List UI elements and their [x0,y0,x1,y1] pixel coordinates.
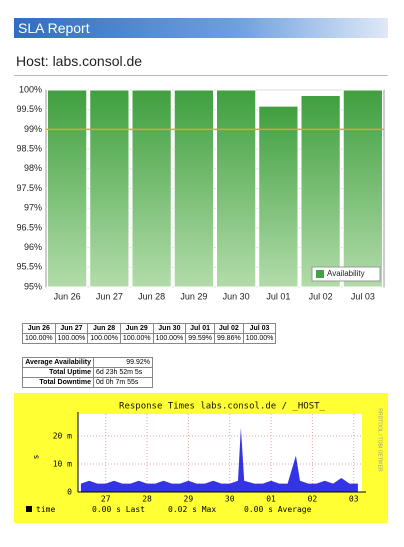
summary-table: Average Availability 99.92% Total Uptime 6d… [22,357,153,388]
x-tick-label: 01 [266,495,276,504]
row-value: 99.92% [93,357,153,368]
table-cell: 100.00% [152,333,187,344]
report-title: SLA Report [14,18,388,38]
table-row: 100.00% 100.00% 100.00% 100.00% 100.00% 99.59… [22,333,277,344]
y-tick-label: 95% [24,281,42,291]
row-value: 0d 0h 7m 55s [93,377,153,388]
table-cell: 99.86% [213,333,244,344]
x-tick-label: 03 [349,495,359,504]
row-value: 6d 23h 52m 5s [93,367,153,378]
y-tick-label: 99.5% [16,104,42,114]
column-header: Jul 02 [213,323,244,334]
x-tick-label: Jun 28 [138,291,165,301]
column-header: Jun 30 [152,323,187,334]
x-tick-label: Jul 01 [266,291,290,301]
row-label: Total Downtime [22,377,94,388]
y-tick-label: 20 m [53,432,72,441]
y-tick-label: 98% [24,163,42,173]
table-row: Average Availability 99.92% [22,357,153,368]
table-cell: 100.00% [54,333,89,344]
y-tick-label: 98.5% [16,143,42,153]
bar [173,89,214,288]
bar [89,89,130,288]
table-row: Total Downtime 0d 0h 7m 55s [22,377,153,388]
bar [216,89,257,288]
y-tick-label: 10 m [53,460,72,469]
x-tick-label: Jul 02 [309,291,333,301]
y-tick-label: 0 [67,488,72,497]
header-row: Jun 26 Jun 27 Jun 28 Jun 29 Jun 30 Jul 01 Jul … [22,323,277,334]
column-header: Jun 27 [54,323,89,334]
graph-canvas [78,414,362,492]
x-tick-label: 30 [225,495,235,504]
x-tick-label: Jun 27 [96,291,123,301]
x-tick-label: Jun 29 [180,291,207,301]
legend-swatch [316,270,324,278]
x-tick-label: 28 [142,495,152,504]
column-header: Jul 01 [185,323,215,334]
table-cell: 100.00% [119,333,154,344]
column-header: Jun 26 [22,323,56,334]
y-axis-label: s [32,454,41,459]
y-tick-label: 97.5% [16,183,42,193]
column-header: Jun 29 [119,323,154,334]
bar [131,89,172,288]
bar [47,89,88,288]
x-tick-label: Jun 26 [54,291,81,301]
column-header: Jul 03 [242,323,277,334]
graph-title: Response Times labs.consol.de / _HOST_ [119,402,325,412]
y-tick-label: 95.5% [16,262,42,272]
legend-box [311,266,381,282]
bar [300,95,341,288]
row-label: Total Uptime [22,367,94,378]
x-tick-label: 02 [308,495,318,504]
legend-stat: 0.00 s Last [92,505,145,514]
side-text: RRDTOOL / TOBI OETIKER [377,408,383,472]
y-tick-label: 97% [24,203,42,213]
y-tick-label: 99% [24,124,42,134]
table-cell: 100.00% [22,333,56,344]
legend-stat: 0.00 s Average [244,505,312,514]
y-tick-label: 96.5% [16,222,42,232]
x-tick-label: Jul 03 [351,291,375,301]
table-cell: 100.00% [242,333,277,344]
x-tick-label: Jun 30 [223,291,250,301]
host-title: Host: labs.consol.de [16,53,143,69]
bar [342,89,383,288]
daily-table: Jun 26 Jun 27 Jun 28 Jun 29 Jun 30 Jul 01 Jul … [22,323,277,344]
legend-label: Availability [327,269,365,278]
divider [14,75,388,76]
column-header: Jun 28 [87,323,121,334]
legend-swatch [26,506,32,512]
table-row: Total Uptime 6d 23h 52m 5s [22,367,153,378]
y-tick-label: 100% [19,84,42,94]
row-label: Average Availability [22,357,94,368]
area [80,427,358,492]
y-tick-label: 96% [24,242,42,252]
x-tick-label: 29 [184,495,194,504]
table-cell: 99.59% [185,333,215,344]
legend-stat: 0.02 s Max [168,505,216,514]
table-cell: 100.00% [87,333,121,344]
x-tick-label: 27 [101,495,111,504]
bar [258,105,299,288]
legend-label: time [36,505,55,514]
